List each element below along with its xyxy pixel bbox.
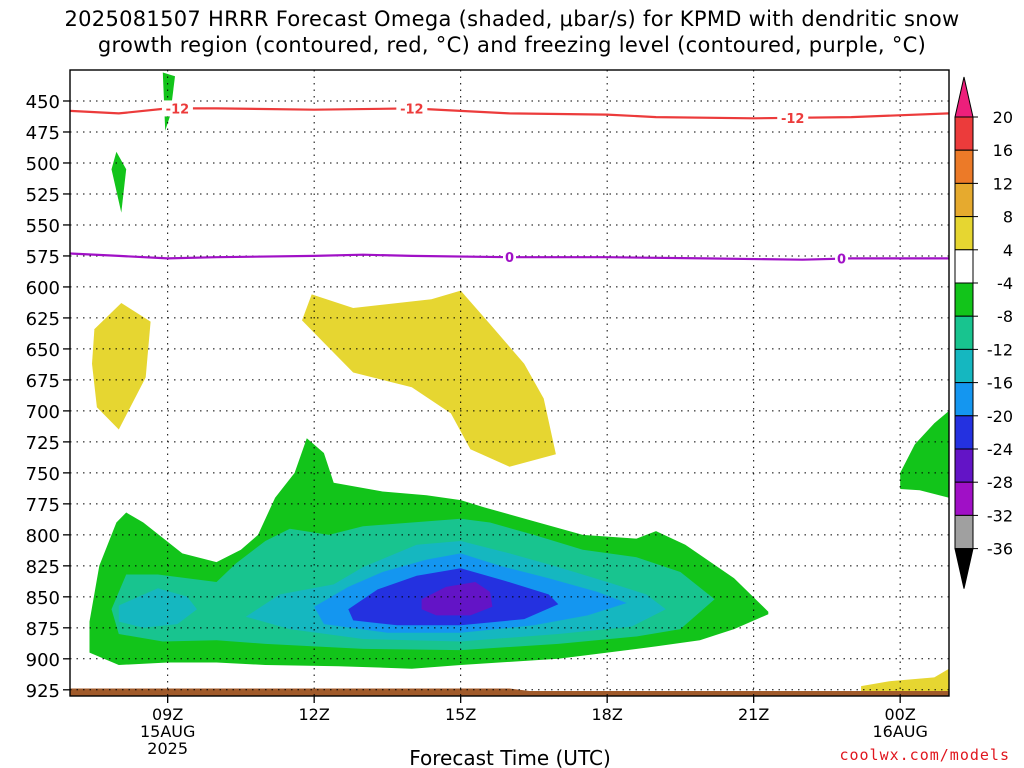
colorbar-label-7: -12 <box>987 340 1013 359</box>
freezing-level-label-0: 0 <box>505 251 514 266</box>
colorbar-segment-13 <box>954 514 974 550</box>
y-tick-label-775: 775 <box>26 495 60 516</box>
x-tick-label-18Z-0: 18Z <box>592 705 623 724</box>
colorbar-label-8: -16 <box>987 374 1013 393</box>
plot-frame <box>69 69 950 697</box>
colorbar-segment-6 <box>954 282 974 317</box>
dgz-label-0: -12 <box>166 102 190 117</box>
credit-text: coolwx.com/models <box>839 746 1010 764</box>
y-tick-label-600: 600 <box>26 278 60 299</box>
freezing-level-label-1: 0 <box>837 253 846 268</box>
freezing-level-contour <box>70 252 949 261</box>
colorbar-label-3: 8 <box>1003 208 1013 227</box>
colorbar-segment-8 <box>954 348 974 384</box>
colorbar-label-4: 4 <box>1003 241 1013 260</box>
title-line-1: 2025081507 HRRR Forecast Omega (shaded, … <box>64 7 960 31</box>
omega-region-8 <box>118 588 197 628</box>
omega-shading <box>70 72 949 696</box>
colorbar-label-2: 12 <box>993 174 1013 193</box>
y-tick-label-650: 650 <box>26 340 60 361</box>
colorbar-segment-4 <box>954 216 974 251</box>
temperature-contours: -12 -12 -12 0 0 <box>70 100 949 268</box>
colorbar-label-12: -32 <box>987 506 1013 525</box>
y-tick-label-500: 500 <box>26 154 60 175</box>
colorbar-label-11: -28 <box>987 473 1013 492</box>
y-tick-label-475: 475 <box>26 123 60 144</box>
y-tick-label-700: 700 <box>26 402 60 423</box>
y-tick-label-750: 750 <box>26 464 60 485</box>
y-tick-label-450: 450 <box>26 92 60 113</box>
x-tick-label-09Z-2: 2025 <box>147 739 188 758</box>
dgz-label-bg-1 <box>396 100 428 117</box>
y-tick-label-825: 825 <box>26 557 60 578</box>
x-axis-label: Forecast Time (UTC) <box>409 746 611 768</box>
chart-title: 2025081507 HRRR Forecast Omega (shaded, … <box>0 6 1024 58</box>
colorbar-label-0: 20 <box>993 108 1013 127</box>
x-tick-label-15Z-0: 15Z <box>445 705 476 724</box>
dgz-label-1: -12 <box>400 102 424 117</box>
x-tick-label-09Z-1: 15AUG <box>140 722 195 741</box>
y-tick-label-525: 525 <box>26 185 60 206</box>
colorbar-segment-1 <box>954 116 974 151</box>
colorbar: 20 16 12 8 4 -4 -8 -12 -16 -20 -24 -28 -32 -36 <box>954 76 1013 589</box>
colorbar-segment-3 <box>954 182 974 218</box>
y-tick-label-625: 625 <box>26 309 60 330</box>
y-tick-label-850: 850 <box>26 588 60 609</box>
y-tick-label-725: 725 <box>26 433 60 454</box>
dgz-label-2: -12 <box>781 112 805 127</box>
x-tick-label-21Z-0: 21Z <box>738 705 769 724</box>
y-tick-label-875: 875 <box>26 619 60 640</box>
omega-region-2 <box>92 303 151 430</box>
colorbar-segment-10 <box>954 415 974 450</box>
omega-region-12 <box>421 582 493 616</box>
colorbar-label-13: -36 <box>987 540 1013 559</box>
omega-region-1 <box>111 151 127 213</box>
y-tick-label-900: 900 <box>26 650 60 671</box>
grid-lines <box>70 70 949 696</box>
y-tick-label-675: 675 <box>26 371 60 392</box>
dgz-label-bg-2 <box>777 109 809 126</box>
colorbar-label-6: -8 <box>997 307 1013 326</box>
title-line-2: growth region (contoured, red, °C) and f… <box>97 33 927 57</box>
colorbar-label-5: -4 <box>997 274 1013 293</box>
freezing-level-label-bg-0 <box>503 249 516 266</box>
omega-region-5 <box>900 410 949 498</box>
y-tick-label-550: 550 <box>26 216 60 237</box>
y-tick-label-800: 800 <box>26 526 60 547</box>
colorbar-label-1: 16 <box>993 141 1013 160</box>
dgz-label-bg-0 <box>161 100 193 117</box>
y-tick-label-925: 925 <box>26 681 60 702</box>
y-tick-label-575: 575 <box>26 247 60 268</box>
colorbar-segment-12 <box>954 481 974 516</box>
colorbar-segment-11 <box>954 448 974 483</box>
colorbar-segment-7 <box>954 315 974 350</box>
colorbar-label-9: -20 <box>987 407 1013 426</box>
x-tick-label-09Z-0: 09Z <box>152 705 183 724</box>
pressure-axis: 450 475 500 525 550 575 600 625 650 675 700 725 750 7… <box>26 92 70 702</box>
colorbar-top-triangle <box>954 76 974 118</box>
x-tick-label-00Z-0: 00Z <box>885 705 916 724</box>
colorbar-segment-5 <box>954 249 974 284</box>
colorbar-segment-9 <box>954 382 974 417</box>
dgz-contour <box>70 107 949 120</box>
colorbar-bottom-triangle <box>954 548 974 589</box>
colorbar-segment-2 <box>954 149 974 184</box>
ground-terrain <box>70 688 949 696</box>
omega-region-4 <box>861 668 949 691</box>
x-tick-label-12Z-0: 12Z <box>299 705 330 724</box>
omega-region-3 <box>302 290 556 467</box>
colorbar-label-10: -24 <box>987 440 1013 459</box>
freezing-level-label-bg-1 <box>835 250 849 267</box>
x-tick-label-00Z-1: 16AUG <box>872 722 927 741</box>
